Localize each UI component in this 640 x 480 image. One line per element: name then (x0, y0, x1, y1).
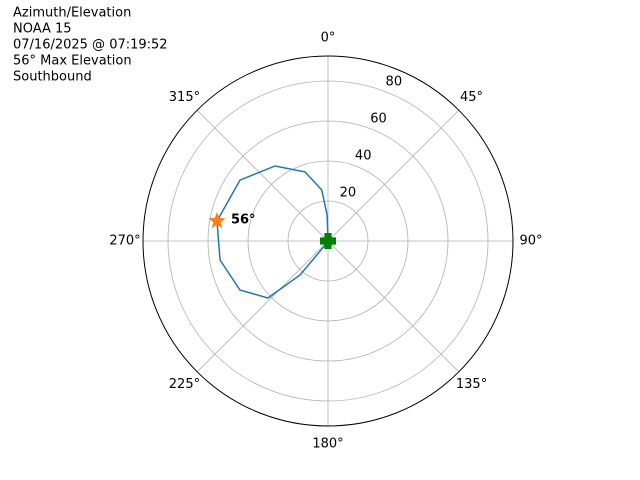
title-line: 07/16/2025 @ 07:19:52 (13, 38, 168, 53)
title-line: Azimuth/Elevation (13, 6, 131, 21)
grid-spoke (196, 109, 329, 242)
title-line: Southbound (13, 70, 92, 85)
r-tick-label: 40 (355, 149, 372, 164)
r-tick-label: 80 (386, 75, 403, 90)
title-line: 56° Max Elevation (13, 54, 132, 69)
plus-marker (320, 233, 336, 249)
theta-tick-label: 315° (169, 90, 200, 105)
star-marker (208, 212, 226, 229)
grid-spoke (196, 240, 329, 373)
r-tick-label: 20 (340, 185, 357, 200)
theta-tick-label: 180° (312, 437, 343, 452)
theta-tick-label: 45° (460, 90, 483, 105)
theta-tick-label: 270° (109, 234, 140, 249)
theta-tick-label: 90° (519, 234, 542, 249)
track-line (216, 165, 329, 299)
title-line: NOAA 15 (13, 22, 72, 37)
value-label: 56° (231, 213, 256, 228)
grid-spoke (327, 240, 460, 373)
theta-tick-label: 225° (169, 377, 200, 392)
theta-tick-label: 0° (321, 31, 336, 46)
polar-frame (142, 55, 514, 427)
r-tick-label: 60 (370, 112, 387, 127)
grid-spoke (327, 109, 460, 242)
theta-tick-label: 135° (456, 377, 487, 392)
